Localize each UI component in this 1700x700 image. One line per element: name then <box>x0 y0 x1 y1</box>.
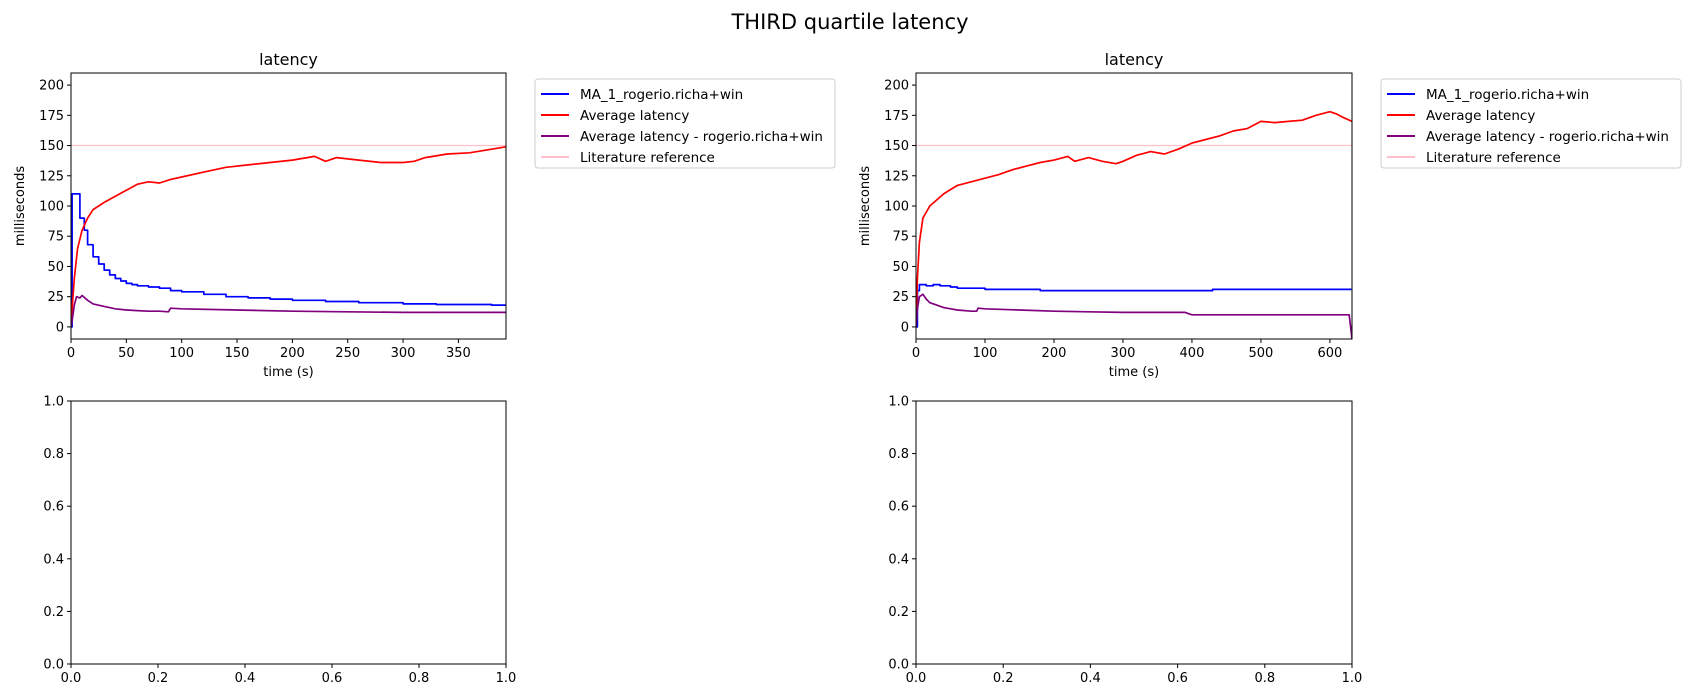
legend: MA_1_rogerio.richa+win Average latency Ave… <box>534 78 836 169</box>
x-tick-label: 250 <box>335 346 360 361</box>
y-axis-label: milliseconds <box>858 166 873 246</box>
figure-suptitle: THIRD quartile latency <box>730 10 968 34</box>
legend: MA_1_rogerio.richa+win Average latency Ave… <box>1380 78 1682 169</box>
subplot-3: 0.0 0.2 0.4 0.6 0.8 1.0 0.0 0.2 0.4 0.6 0.8 1.0 <box>43 395 516 687</box>
axes-frame <box>915 400 1353 665</box>
x-tick-label: 0.0 <box>906 671 927 686</box>
legend-label: Literature reference <box>580 150 715 166</box>
y-tick-label: 50 <box>892 260 909 275</box>
y-tick-label: 0.8 <box>43 447 64 462</box>
y-tick-label: 200 <box>884 79 909 94</box>
legend-label: MA_1_rogerio.richa+win <box>580 87 743 103</box>
y-tick-label: 1.0 <box>888 395 909 410</box>
x-tick-label: 0.2 <box>148 671 169 686</box>
y-tick-label: 0.6 <box>888 500 909 515</box>
series-line-2 <box>916 110 1352 327</box>
y-tick-label: 0.2 <box>43 605 64 620</box>
y-tick-label: 25 <box>892 290 909 305</box>
y-tick-label: 75 <box>892 230 909 245</box>
subplot-2: 0 100 200 300 400 500 600 0 25 50 75 100 125 150 175 20… <box>858 50 1682 380</box>
legend-box <box>1380 78 1682 169</box>
series-line-3 <box>916 293 1352 339</box>
y-tick-label: 175 <box>39 109 64 124</box>
x-tick-label: 0.6 <box>1167 671 1188 686</box>
legend-label: Average latency - rogerio.richa+win <box>1426 129 1669 145</box>
series-line-1 <box>71 193 506 328</box>
x-axis-label: time (s) <box>1109 365 1159 380</box>
x-tick-label: 300 <box>1111 346 1136 361</box>
series-line-1 <box>916 283 1352 328</box>
x-tick-label: 150 <box>225 346 250 361</box>
x-tick-label: 0.4 <box>235 671 256 686</box>
x-tick-label: 400 <box>1180 346 1205 361</box>
x-axis-label: time (s) <box>263 365 313 380</box>
y-tick-label: 100 <box>39 200 64 215</box>
y-tick-label: 150 <box>39 139 64 154</box>
y-tick-label: 125 <box>39 169 64 184</box>
y-tick-label: 75 <box>47 230 64 245</box>
x-tick-label: 350 <box>446 346 471 361</box>
axes-frame <box>70 400 507 665</box>
x-tick-label: 1.0 <box>1342 671 1363 686</box>
x-tick-label: 0.2 <box>993 671 1014 686</box>
x-tick-label: 0.0 <box>61 671 82 686</box>
y-tick-label: 25 <box>47 290 64 305</box>
x-tick-label: 50 <box>118 346 135 361</box>
x-tick-label: 500 <box>1249 346 1274 361</box>
series-line-2 <box>71 145 506 327</box>
y-tick-label: 0.4 <box>43 552 64 567</box>
y-tick-label: 0.6 <box>43 500 64 515</box>
x-tick-label: 300 <box>391 346 416 361</box>
subplot-4: 0.0 0.2 0.4 0.6 0.8 1.0 0.0 0.2 0.4 0.6 0.8 1.0 <box>888 395 1362 687</box>
y-tick-label: 0.2 <box>888 605 909 620</box>
x-tick-label: 200 <box>1042 346 1067 361</box>
x-tick-label: 600 <box>1318 346 1343 361</box>
legend-label: Average latency <box>580 108 689 124</box>
y-tick-label: 100 <box>884 200 909 215</box>
x-tick-label: 200 <box>280 346 305 361</box>
y-tick-label: 125 <box>884 169 909 184</box>
y-tick-label: 50 <box>47 260 64 275</box>
y-tick-label: 200 <box>39 79 64 94</box>
axes-frame <box>915 72 1353 340</box>
subplot-title: latency <box>1105 50 1164 69</box>
legend-label: Average latency - rogerio.richa+win <box>580 129 823 145</box>
x-tick-label: 100 <box>973 346 998 361</box>
subplot-1: 0 50 100 150 200 250 300 350 0 25 50 75 100 125 150 175… <box>13 50 836 380</box>
legend-label: Average latency <box>1426 108 1535 124</box>
series-line-3 <box>71 294 506 328</box>
charts-container: 0 50 100 150 200 250 300 3500255075100125150175… <box>13 50 1682 687</box>
legend-label: Literature reference <box>1426 150 1561 166</box>
x-tick-label: 0.8 <box>409 671 430 686</box>
x-tick-label: 0.8 <box>1254 671 1275 686</box>
plot-area <box>916 110 1352 339</box>
x-tick-label: 0.6 <box>322 671 343 686</box>
x-tick-label: 1.0 <box>496 671 517 686</box>
plot-area <box>71 144 506 328</box>
y-tick-label: 0.4 <box>888 552 909 567</box>
legend-label: MA_1_rogerio.richa+win <box>1426 87 1589 103</box>
legend-box <box>534 78 836 169</box>
y-tick-label: 0 <box>56 320 64 335</box>
y-tick-label: 0.8 <box>888 447 909 462</box>
x-tick-label: 0 <box>912 346 920 361</box>
y-tick-label: 1.0 <box>43 395 64 410</box>
y-tick-label: 0 <box>901 320 909 335</box>
x-tick-label: 100 <box>169 346 194 361</box>
subplot-title: latency <box>259 50 318 69</box>
y-tick-label: 0.0 <box>43 658 64 673</box>
y-tick-label: 0.0 <box>888 658 909 673</box>
y-tick-label: 175 <box>884 109 909 124</box>
y-axis-label: milliseconds <box>13 166 28 246</box>
x-tick-label: 0.4 <box>1080 671 1101 686</box>
x-tick-label: 0 <box>67 346 75 361</box>
y-tick-label: 150 <box>884 139 909 154</box>
